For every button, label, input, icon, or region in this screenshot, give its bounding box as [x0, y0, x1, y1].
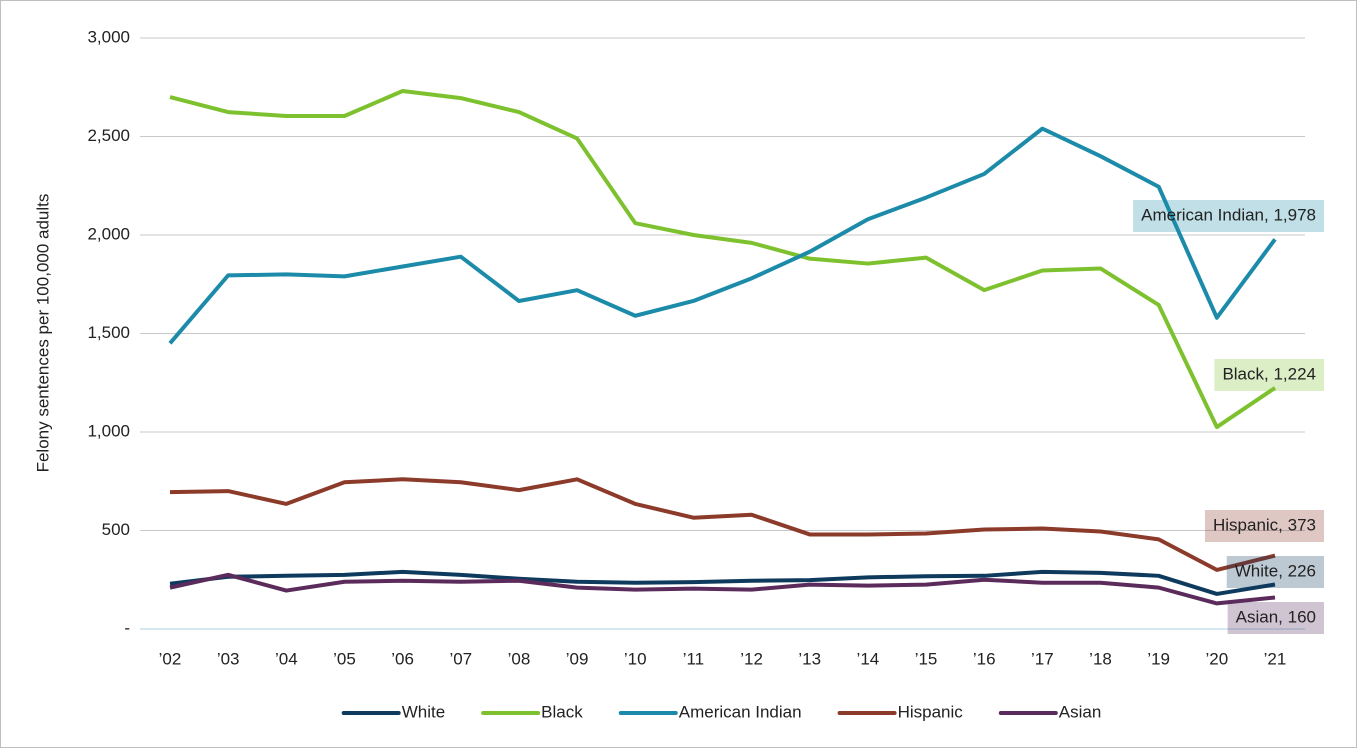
- legend: White Black American Indian Hispanic Asian: [341, 702, 1102, 721]
- x-tick-label: ’03: [217, 649, 240, 668]
- y-tick-label: 1,000: [87, 421, 130, 440]
- x-tick-label: ’10: [624, 649, 647, 668]
- legend-label: Black: [541, 702, 583, 721]
- x-tick-label: ’12: [740, 649, 763, 668]
- x-tick-label: ’14: [857, 649, 880, 668]
- end-label-text: White, 226: [1235, 561, 1316, 580]
- x-tick-label: ’06: [391, 649, 414, 668]
- end-label: American Indian, 1,978: [1133, 200, 1324, 232]
- end-label-text: Asian, 160: [1236, 607, 1316, 626]
- x-tick-label: ’05: [333, 649, 356, 668]
- legend-label: American Indian: [679, 702, 802, 721]
- x-tick-label: ’15: [915, 649, 938, 668]
- legend-label: White: [402, 702, 445, 721]
- x-tick-label: ’09: [566, 649, 589, 668]
- x-tick-label: ’20: [1205, 649, 1228, 668]
- x-tick-label: ’11: [683, 649, 704, 668]
- x-tick-label: ’19: [1147, 649, 1170, 668]
- end-label-text: Hispanic, 373: [1213, 515, 1316, 534]
- x-tick-label: ’02: [159, 649, 182, 668]
- x-tick-label: ’07: [449, 649, 472, 668]
- series-line: [169, 569, 1276, 596]
- end-label-box: [1226, 556, 1324, 588]
- x-tick-label: ’21: [1264, 649, 1287, 668]
- legend-label: Hispanic: [898, 702, 964, 721]
- end-label-box: [1227, 602, 1324, 634]
- x-tick-label: ’04: [275, 649, 298, 668]
- end-label: Asian, 160: [1227, 602, 1324, 634]
- series-line: [169, 88, 1277, 430]
- end-label-box: [1204, 510, 1324, 542]
- y-tick-label: 500: [102, 520, 130, 539]
- y-tick-label: 3,000: [87, 27, 130, 46]
- y-tick-label: 2,000: [87, 224, 130, 243]
- end-label-box: [1133, 200, 1324, 232]
- y-tick-label: -: [124, 618, 130, 637]
- end-label-text: American Indian, 1,978: [1141, 205, 1316, 224]
- x-tick-label: ’08: [508, 649, 531, 668]
- x-tick-label: ’17: [1031, 649, 1054, 668]
- y-tick-label: 1,500: [87, 323, 130, 342]
- x-tick-label: ’13: [798, 649, 821, 668]
- series-line: [168, 126, 1277, 345]
- x-tick-label: ’18: [1089, 649, 1112, 668]
- end-label: Black, 1,224: [1214, 359, 1324, 391]
- y-axis-title: Felony sentences per 100,000 adults: [33, 194, 52, 473]
- end-label-text: Black, 1,224: [1222, 364, 1316, 383]
- series-line: [169, 477, 1276, 572]
- end-label: White, 226: [1226, 556, 1324, 588]
- x-tick-label: ’16: [973, 649, 996, 668]
- series-line: [169, 572, 1276, 606]
- end-label: Hispanic, 373: [1204, 510, 1324, 542]
- y-tick-label: 2,500: [87, 126, 130, 145]
- legend-label: Asian: [1059, 702, 1102, 721]
- end-label-box: [1214, 359, 1324, 391]
